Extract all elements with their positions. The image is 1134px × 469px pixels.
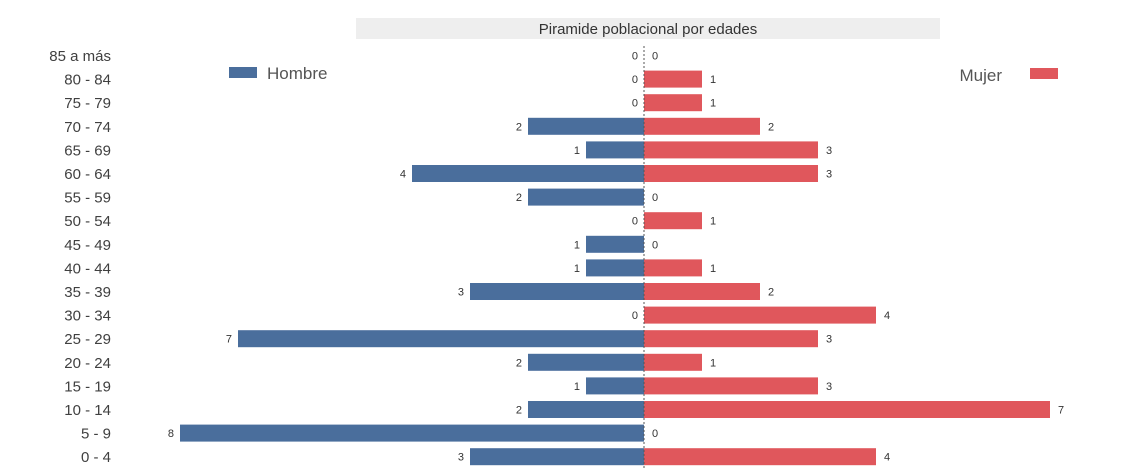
data-label-mujer: 0 [652, 192, 658, 204]
legend-label-mujer: Mujer [959, 66, 1002, 85]
age-label: 15 - 19 [64, 378, 111, 395]
data-label-mujer: 3 [826, 381, 832, 393]
data-label-mujer: 1 [710, 357, 716, 369]
bar-hombre [586, 259, 644, 277]
age-label: 40 - 44 [64, 260, 111, 277]
data-label-hombre: 8 [168, 428, 174, 440]
bar-mujer [644, 283, 760, 300]
age-label: 45 - 49 [64, 237, 111, 254]
data-label-mujer: 2 [768, 121, 774, 133]
bar-hombre [586, 377, 644, 395]
bar-hombre [180, 424, 644, 442]
age-label: 5 - 9 [81, 426, 111, 443]
data-label-mujer: 0 [652, 428, 658, 440]
legend-mujer: Mujer [959, 66, 1058, 85]
data-label-mujer: 4 [884, 310, 890, 322]
bar-mujer [644, 448, 876, 466]
mujer-series [644, 70, 1050, 466]
bar-hombre [412, 165, 644, 182]
data-label-hombre: 2 [516, 121, 522, 133]
bar-mujer [644, 401, 1050, 418]
data-label-mujer: 3 [826, 334, 832, 346]
data-label-hombre: 1 [574, 145, 580, 157]
age-label: 65 - 69 [64, 142, 111, 159]
chart-title-group: Piramide poblacional por edades [356, 18, 940, 39]
age-label: 35 - 39 [64, 284, 111, 301]
data-label-hombre: 4 [400, 169, 406, 181]
age-label: 50 - 54 [64, 213, 111, 230]
data-label-mujer: 1 [710, 74, 716, 86]
age-label: 10 - 14 [64, 402, 111, 419]
age-label: 75 - 79 [64, 95, 111, 112]
age-label: 60 - 64 [64, 166, 111, 183]
data-label-mujer: 1 [710, 98, 716, 110]
age-label: 25 - 29 [64, 331, 111, 348]
data-label-hombre: 2 [516, 192, 522, 204]
data-label-hombre: 1 [574, 263, 580, 275]
data-label-mujer: 1 [710, 216, 716, 228]
data-label-mujer: 4 [884, 452, 890, 464]
bar-hombre [238, 330, 644, 348]
data-label-hombre: 0 [632, 216, 638, 228]
age-label: 80 - 84 [64, 72, 111, 89]
bar-hombre [586, 141, 644, 159]
data-label-mujer: 7 [1058, 405, 1064, 417]
bar-mujer [644, 141, 818, 159]
legend-swatch-mujer [1030, 68, 1058, 79]
hombre-series [180, 117, 644, 466]
bar-mujer [644, 117, 760, 135]
data-label-mujer: 2 [768, 287, 774, 299]
data-labels: 0 0 0 1 0 1 2 2 1 3 4 3 2 0 0 1 1 0 1 1 3 2 0 4 7 3 2 1 1 3 2 7 8 0 3 4 [168, 51, 1064, 464]
age-label: 85 a más [49, 48, 111, 65]
legend-label-hombre: Hombre [267, 64, 327, 83]
bar-mujer [644, 353, 702, 371]
bar-mujer [644, 94, 702, 112]
bar-mujer [644, 212, 702, 230]
chart-title-background [356, 18, 940, 39]
bar-hombre [528, 353, 644, 371]
data-label-mujer: 0 [652, 51, 658, 63]
age-group-labels: 85 a más 80 - 84 75 - 79 70 - 74 65 - 69 60 -… [49, 48, 111, 466]
bar-mujer [644, 70, 702, 88]
bar-hombre [528, 188, 644, 206]
data-label-hombre: 1 [574, 381, 580, 393]
legend-hombre: Hombre [229, 64, 327, 83]
data-label-hombre: 2 [516, 405, 522, 417]
bar-mujer [644, 259, 702, 277]
data-label-hombre: 2 [516, 357, 522, 369]
bar-mujer [644, 165, 818, 182]
age-label: 0 - 4 [81, 449, 111, 466]
age-label: 30 - 34 [64, 308, 111, 325]
data-label-hombre: 0 [632, 310, 638, 322]
data-label-hombre: 7 [226, 334, 232, 346]
chart-title: Piramide poblacional por edades [539, 21, 757, 38]
data-label-hombre: 0 [632, 98, 638, 110]
data-label-mujer: 0 [652, 239, 658, 251]
data-label-mujer: 3 [826, 145, 832, 157]
bar-hombre [528, 117, 644, 135]
data-label-hombre: 0 [632, 51, 638, 63]
bar-hombre [586, 235, 644, 253]
bar-mujer [644, 377, 818, 395]
age-label: 20 - 24 [64, 355, 111, 372]
age-label: 70 - 74 [64, 119, 111, 136]
bar-mujer [644, 330, 818, 348]
data-label-hombre: 3 [458, 452, 464, 464]
data-label-mujer: 1 [710, 263, 716, 275]
data-label-mujer: 3 [826, 169, 832, 181]
data-label-hombre: 1 [574, 239, 580, 251]
data-label-hombre: 3 [458, 287, 464, 299]
bar-hombre [528, 401, 644, 418]
age-label: 55 - 59 [64, 190, 111, 207]
bar-hombre [470, 448, 644, 466]
legend-swatch-hombre [229, 67, 257, 78]
bar-mujer [644, 306, 876, 324]
bar-hombre [470, 283, 644, 300]
data-label-hombre: 0 [632, 74, 638, 86]
